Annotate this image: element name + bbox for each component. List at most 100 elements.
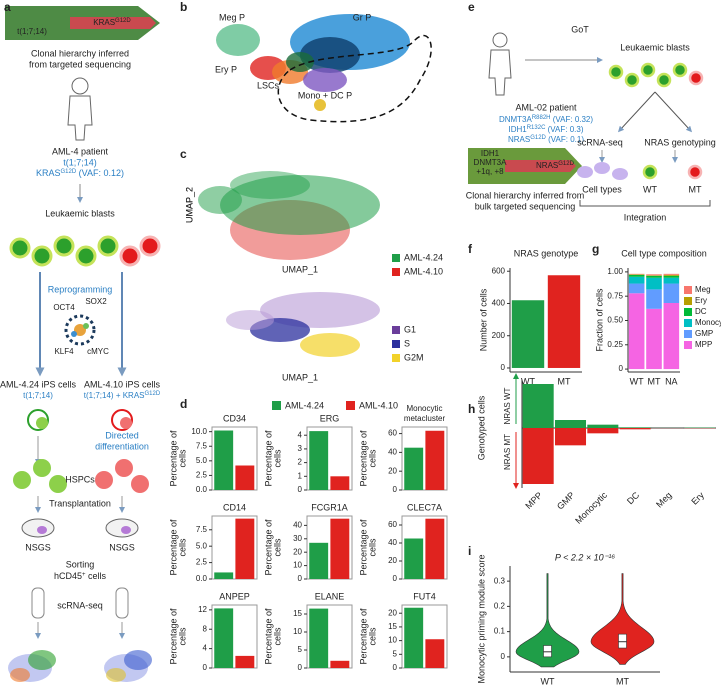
cluster-label: Gr P [353, 12, 372, 22]
chart-title: ERG [320, 413, 340, 423]
legend-label: Ery [695, 296, 707, 305]
y-tick-label: 20 [388, 556, 397, 565]
umap-clusters [216, 14, 432, 123]
y-tick-label: 5.0 [196, 456, 208, 465]
y-tick-label: 0.0 [196, 574, 208, 583]
y-tick-label: 0.75 [607, 291, 623, 300]
marker-after: cells [86, 571, 107, 581]
bar-segment [628, 283, 645, 294]
legend-label: Meg [695, 285, 711, 294]
bar [235, 655, 255, 668]
x-tick-label: MT [616, 676, 629, 686]
step-label: scRNA-seq [57, 600, 103, 610]
bar-segment [646, 275, 662, 278]
legend-swatch [392, 354, 400, 362]
plot-frame [401, 604, 448, 669]
cluster-label: Meg P [219, 12, 245, 22]
x-tick-label: MT [558, 376, 571, 386]
legend-label: AML-4.24 [404, 252, 443, 262]
mutation-after: (VAF: 0.12) [76, 168, 124, 178]
y-tick-label: 1.00 [607, 267, 623, 276]
box [618, 633, 627, 649]
y-tick-label: 5 [298, 645, 303, 654]
mutation-sup: G12D [530, 135, 546, 141]
y-tick-label: 4 [203, 644, 208, 653]
step-label: Integration [624, 212, 667, 222]
plot-frame [306, 426, 353, 491]
y-tick-label: 40 [388, 447, 397, 456]
y-tick-label: 10 [293, 561, 302, 570]
chart-title: NRAS genotype [514, 248, 579, 258]
factor: cMYC [87, 347, 109, 356]
mutation-sup: R132C [527, 125, 546, 131]
mutation: KRASG12D (VAF: 0.12) [36, 168, 124, 178]
bar [554, 428, 587, 446]
bar [235, 465, 255, 490]
bar [619, 428, 651, 430]
legend-label: S [404, 338, 410, 348]
clone-label-sup: G12D [558, 161, 574, 167]
y-tick-label: 3 [298, 444, 303, 453]
chart-title: ANPEP [219, 591, 250, 601]
y-tick-label: 20 [388, 466, 397, 475]
y-tick-label: 0.25 [607, 340, 623, 349]
cluster-label: Ery P [215, 64, 237, 74]
axis-label: cells [367, 627, 377, 646]
bar-segment [628, 293, 645, 370]
bar-segment [663, 302, 680, 370]
clone-label-text: KRAS [93, 18, 115, 27]
mutation-text: KRAS [36, 168, 61, 178]
clone-label: KRASG12D [93, 18, 131, 28]
y-tick-label: 12 [198, 605, 207, 614]
y-tick-label: 5 [393, 649, 398, 658]
legend-swatch [684, 330, 692, 338]
bar [522, 384, 554, 428]
axis-label: cells [272, 627, 282, 646]
x-tick-label: MPP [523, 490, 544, 511]
y-tick-label: 400 [492, 299, 506, 308]
panel-letter: b [180, 0, 187, 14]
y-tick-label: 1 [298, 471, 303, 480]
bar [404, 607, 424, 668]
axis-label: cells [367, 449, 377, 468]
legend-label: NRAS MT [503, 434, 512, 470]
bar [511, 300, 545, 368]
y-tick-label: 600 [492, 266, 506, 275]
legend-label: G2M [404, 352, 424, 362]
legend-label: NRAS WT [503, 387, 512, 424]
legend-swatch [392, 268, 400, 276]
y-tick-label: 40 [293, 520, 302, 529]
genotype: t(1;7;14) + KRASG12D [84, 391, 161, 401]
legend-swatch [392, 340, 400, 348]
bar [214, 430, 234, 490]
y-tick-label: 0.2 [494, 601, 506, 610]
panel-letter: a [4, 0, 11, 14]
mutation-after: (VAF: 0.32) [551, 115, 594, 124]
clone-label: t(1;7;14) [17, 27, 47, 36]
y-tick-label: 7.5 [196, 441, 208, 450]
axis-label: UMAP_1 [282, 264, 318, 274]
x-tick-label: GMP [555, 490, 577, 512]
axis-label: UMAP_2 [184, 187, 194, 223]
bar [404, 538, 424, 579]
clone-label-text: NRAS [536, 161, 558, 170]
y-tick-label: 0.50 [607, 316, 623, 325]
ips-label: AML-4.24 iPS cells [0, 379, 77, 389]
axis-label: Percentage of [358, 519, 368, 576]
bar [309, 542, 329, 579]
y-tick-label: 10.0 [191, 427, 207, 436]
blasts-label: Leukaemic blasts [620, 42, 690, 52]
y-tick-label: 40 [388, 538, 397, 547]
hspc-label: HSPCs [65, 474, 95, 484]
panel-letter: f [468, 242, 473, 256]
mutation-sup: G12D [60, 169, 76, 175]
bar [425, 639, 445, 668]
bar [425, 518, 445, 579]
method-label: GoT [571, 24, 589, 34]
genotype-label: WT [643, 184, 657, 194]
bar [214, 572, 234, 579]
plot-frame [401, 515, 448, 580]
legend-label: AML-4.24 [285, 400, 324, 410]
bar-segment [663, 283, 680, 303]
